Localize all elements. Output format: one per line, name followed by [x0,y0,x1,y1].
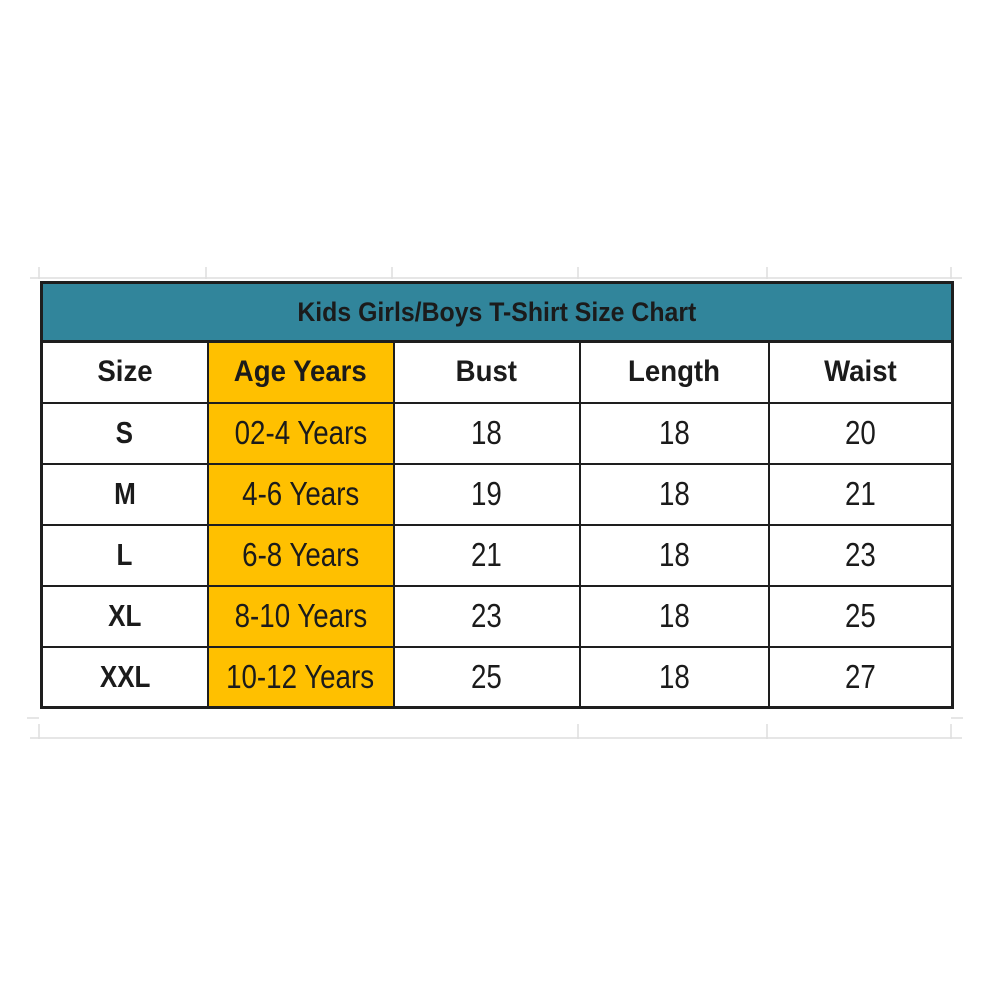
waist-cell: 23 [767,523,954,587]
size-cell: XXL [40,645,209,709]
table-row: XL 8-10 Years 23 18 25 [40,584,954,648]
column-header-size: Size [40,340,209,404]
table-title-text: Kids Girls/Boys T-Shirt Size Chart [297,296,697,327]
waist-cell: 25 [767,584,954,648]
waist-cell: 27 [767,645,954,709]
table-row: L 6-8 Years 21 18 23 [40,523,954,587]
table-title: Kids Girls/Boys T-Shirt Size Chart [40,281,954,343]
title-row: Kids Girls/Boys T-Shirt Size Chart [40,281,954,343]
age-cell: 10-12 Years [206,645,395,709]
length-cell: 18 [578,401,770,465]
length-cell: 18 [578,523,770,587]
bust-cell: 21 [392,523,581,587]
table-row: M 4-6 Years 19 18 21 [40,462,954,526]
column-header-length: Length [578,340,770,404]
length-cell: 18 [578,645,770,709]
bust-cell: 25 [392,645,581,709]
table-row: XXL 10-12 Years 25 18 27 [40,645,954,709]
bust-cell: 19 [392,462,581,526]
waist-cell: 21 [767,462,954,526]
header-row: Size Age Years Bust Length Waist [40,340,954,404]
length-cell: 18 [578,462,770,526]
age-cell: 4-6 Years [206,462,395,526]
size-chart-table: Kids Girls/Boys T-Shirt Size Chart Size … [40,281,955,709]
length-cell: 18 [578,584,770,648]
bust-cell: 23 [392,584,581,648]
age-cell: 02-4 Years [206,401,395,465]
column-header-bust: Bust [392,340,581,404]
size-cell: XL [40,584,209,648]
age-cell: 6-8 Years [206,523,395,587]
size-cell: S [40,401,209,465]
column-header-waist: Waist [767,340,954,404]
age-cell: 8-10 Years [206,584,395,648]
column-header-age-years: Age Years [206,340,395,404]
table-row: S 02-4 Years 18 18 20 [40,401,954,465]
size-cell: L [40,523,209,587]
size-cell: M [40,462,209,526]
bust-cell: 18 [392,401,581,465]
waist-cell: 20 [767,401,954,465]
